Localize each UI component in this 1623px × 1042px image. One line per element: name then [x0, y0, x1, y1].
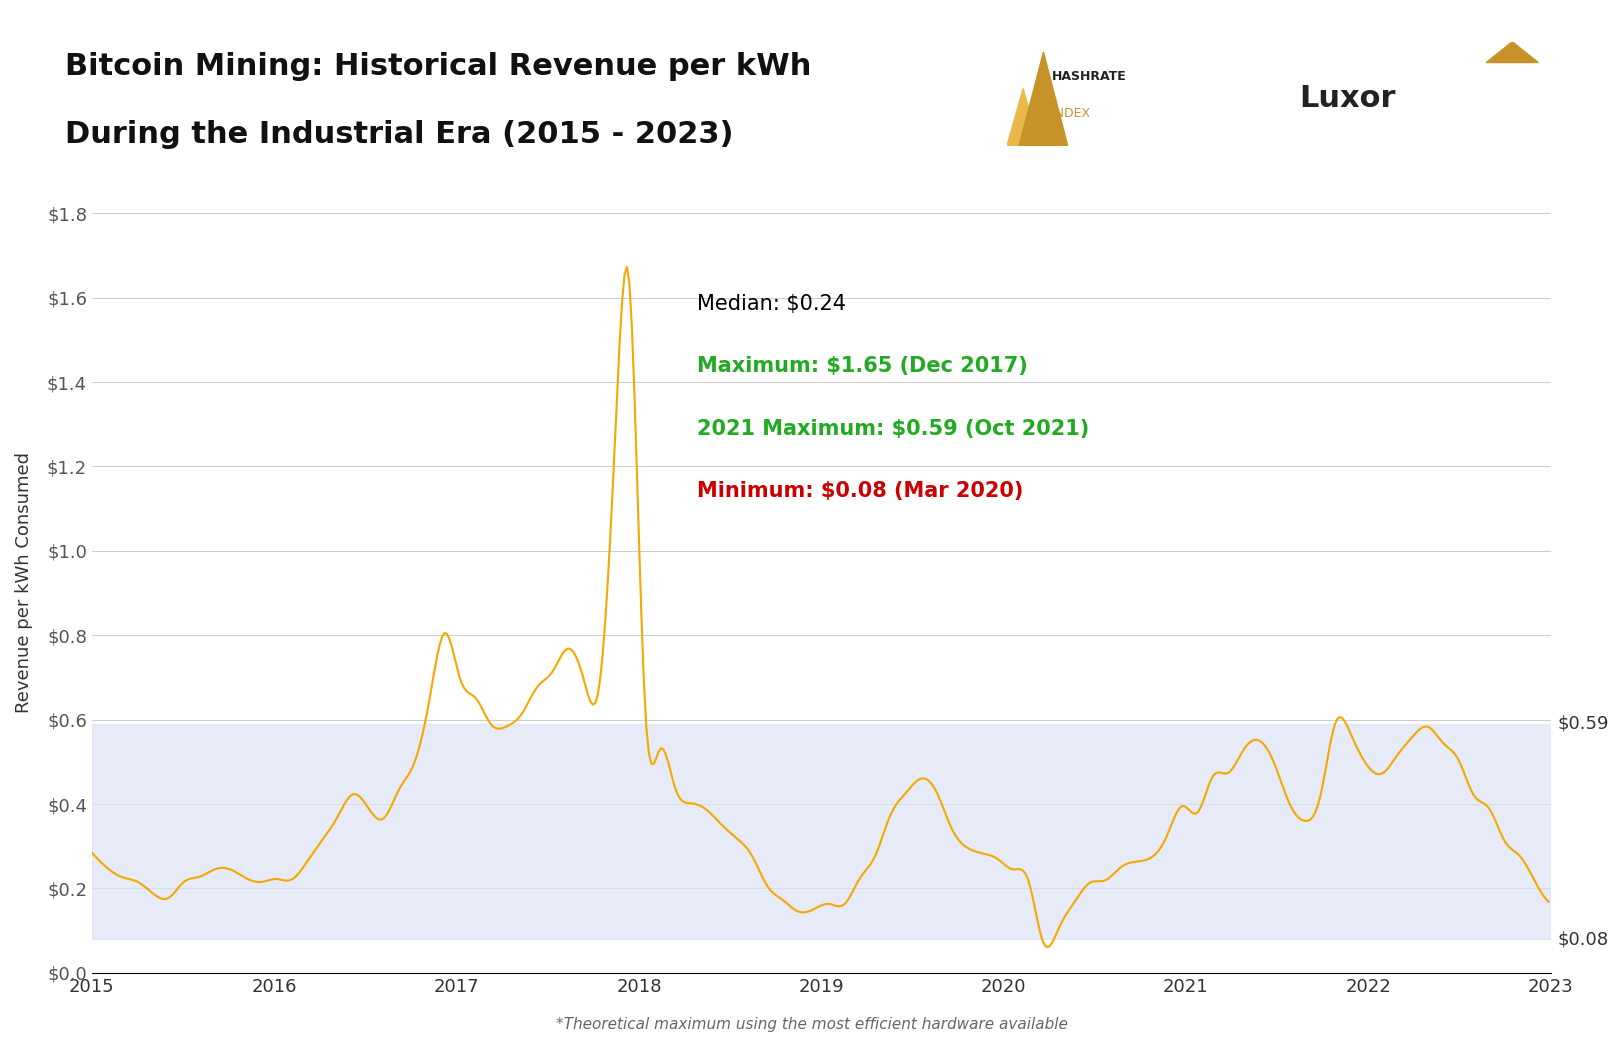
Text: During the Industrial Era (2015 - 2023): During the Industrial Era (2015 - 2023): [65, 120, 734, 149]
Text: 2021 Maximum: $0.59 (Oct 2021): 2021 Maximum: $0.59 (Oct 2021): [696, 419, 1089, 439]
Text: HASHRATE: HASHRATE: [1052, 71, 1126, 83]
Bar: [93, 724, 1550, 939]
Text: Minimum: $0.08 (Mar 2020): Minimum: $0.08 (Mar 2020): [696, 481, 1022, 501]
Text: $0.08: $0.08: [1556, 931, 1608, 948]
Text: Maximum: $1.65 (Dec 2017): Maximum: $1.65 (Dec 2017): [696, 356, 1027, 376]
Text: Median: $0.24: Median: $0.24: [696, 294, 846, 314]
Text: *Theoretical maximum using the most efficient hardware available: *Theoretical maximum using the most effi…: [555, 1017, 1068, 1032]
Text: Luxor: Luxor: [1298, 84, 1394, 114]
Polygon shape: [1006, 89, 1039, 146]
Polygon shape: [1485, 42, 1537, 63]
Text: $0.59: $0.59: [1556, 715, 1608, 733]
Text: Bitcoin Mining: Historical Revenue per kWh: Bitcoin Mining: Historical Revenue per k…: [65, 52, 812, 81]
Y-axis label: Revenue per kWh Consumed: Revenue per kWh Consumed: [15, 452, 32, 713]
Text: INDEX: INDEX: [1052, 107, 1091, 120]
Polygon shape: [1019, 52, 1068, 146]
